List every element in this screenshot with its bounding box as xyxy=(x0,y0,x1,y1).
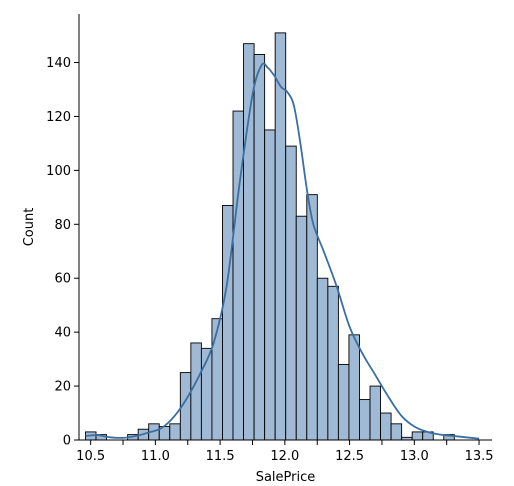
histogram-bar xyxy=(190,342,202,441)
y-tick-label: 80 xyxy=(54,218,71,233)
y-tick-label: 140 xyxy=(46,56,71,71)
y-axis-label: Count xyxy=(22,208,37,247)
x-tick-label: 11.0 xyxy=(141,449,170,464)
x-axis-label: SalePrice xyxy=(256,470,316,485)
histogram-bar xyxy=(390,423,403,441)
y-tick-label: 0 xyxy=(63,434,71,449)
histogram-bar xyxy=(169,423,181,441)
x-tick-label: 13.0 xyxy=(400,449,429,464)
x-tick-label: 12.5 xyxy=(335,449,364,464)
y-tick-label: 100 xyxy=(46,164,71,179)
histogram-bar xyxy=(285,145,297,441)
histogram-bars xyxy=(85,32,455,441)
histogram-bar xyxy=(253,53,266,441)
histogram-bar xyxy=(211,318,223,441)
histogram-bar xyxy=(359,399,371,441)
histogram-bar xyxy=(295,215,308,441)
histogram-bar xyxy=(348,334,360,441)
histogram-bar xyxy=(411,431,424,441)
x-tick-label: 11.5 xyxy=(206,449,235,464)
x-tick-label: 13.5 xyxy=(465,449,494,464)
histogram-bar xyxy=(380,412,392,441)
y-tick-label: 60 xyxy=(54,272,71,287)
y-axis-ticks: 0 20 40 60 80 100 120 140 xyxy=(46,56,79,449)
histogram-bar xyxy=(243,43,255,441)
histogram-bar xyxy=(274,32,287,441)
histogram-bar xyxy=(316,277,329,441)
histogram-bar xyxy=(264,129,276,441)
y-tick-label: 40 xyxy=(54,326,71,341)
histogram-bar xyxy=(369,385,382,441)
histogram-bar xyxy=(337,364,350,441)
histogram-bar xyxy=(327,285,339,441)
x-tick-label: 12.0 xyxy=(270,449,299,464)
y-tick-label: 20 xyxy=(54,380,71,395)
x-tick-label: 10.5 xyxy=(76,449,105,464)
y-tick-label: 120 xyxy=(46,110,71,125)
histogram-bar xyxy=(222,204,234,441)
x-axis-ticks: 10.5 11.0 11.5 12.0 12.5 13.0 13.5 xyxy=(76,440,494,464)
kde-curve xyxy=(85,62,480,440)
